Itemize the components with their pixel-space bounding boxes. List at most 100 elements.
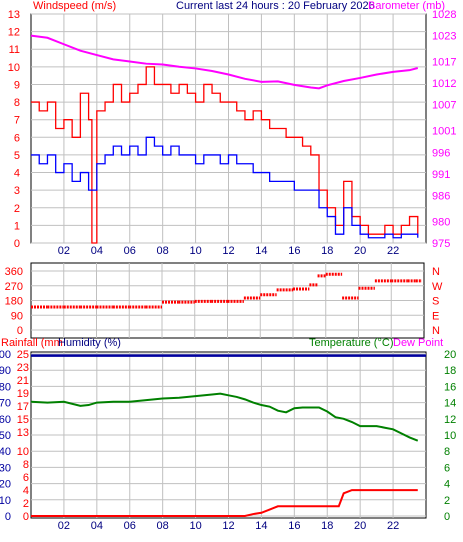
rain-x-tick-label: 16 (288, 520, 300, 532)
direction-degree-label: 360 (5, 266, 23, 278)
wind-left-tick-label: 7 (14, 115, 20, 127)
rain-x-tick-label: 12 (222, 520, 234, 532)
wind-series (30, 34, 419, 244)
wind-x-tick-label: 18 (321, 245, 333, 257)
direction-compass-label: W (432, 281, 443, 293)
temperature-tick-label: 10 (444, 430, 456, 442)
wind-x-tick-label: 20 (354, 245, 366, 257)
barometer-tick-label: 1001 (432, 126, 456, 138)
wind-x-tick-label: 06 (124, 245, 136, 257)
wind-x-axis-ticks: 02 04 06 08 10 12 14 16 18 20 22 (58, 245, 399, 257)
wind-x-tick-label: 08 (157, 245, 169, 257)
wind-left-tick-label: 11 (9, 44, 20, 56)
humidity-tick-label: 20 (0, 479, 11, 491)
rain-humidity-temp-panel: 0102030405060708090100 02468101315171921… (0, 349, 456, 532)
rain-x-tick-label: 20 (354, 520, 366, 532)
barometer-tick-label: 1007 (432, 100, 456, 112)
windspeed-title: Windspeed (m/s) (33, 0, 116, 12)
humidity-tick-label: 50 (0, 430, 11, 442)
rain-x-tick-label: 10 (189, 520, 201, 532)
rain-x-axis-ticks: 02 04 06 08 10 12 14 16 18 20 22 (58, 520, 399, 532)
barometer-tick-label: 996 (432, 147, 450, 159)
barometer-line (30, 34, 419, 90)
rain-panel-grid (31, 352, 426, 518)
direction-degree-ticks: 0 90 180 270 360 (5, 266, 23, 337)
humidity-tick-label: 100 (0, 349, 11, 361)
humidity-tick-label: 0 (5, 511, 11, 523)
temperature-tick-label: 0 (444, 511, 450, 523)
temperature-tick-label: 12 (444, 414, 456, 426)
rainfall-tick-label: 2 (23, 498, 29, 510)
rainfall-tick-label: 23 (17, 362, 29, 374)
wind-gust-line (31, 136, 419, 239)
temperature-tick-label: 4 (444, 479, 450, 491)
temperature-tick-label: 16 (444, 381, 456, 393)
wind-x-tick-label: 10 (189, 245, 201, 257)
direction-degree-label: 0 (17, 325, 23, 337)
barometer-tick-label: 991 (432, 169, 450, 181)
wind-left-tick-label: 5 (14, 150, 20, 162)
barometer-tick-label: 1012 (432, 78, 456, 90)
humidity-tick-label: 80 (0, 381, 11, 393)
rainfall-tick-label: 13 (17, 427, 29, 439)
wind-left-tick-label: 2 (14, 203, 20, 215)
humidity-axis-ticks: 0 10 20 30 40 50 60 70 80 90 100 (0, 349, 11, 523)
direction-compass-label: N (432, 266, 440, 278)
barometer-title: Barometer (mb) (368, 0, 445, 12)
direction-panel-grid (31, 263, 424, 338)
wind-x-tick-label: 02 (58, 245, 70, 257)
temperature-tick-label: 14 (444, 398, 456, 410)
wind-x-tick-label: 14 (255, 245, 267, 257)
barometer-tick-label: 986 (432, 190, 450, 202)
direction-degree-label: 180 (5, 296, 23, 308)
rainfall-tick-label: 21 (17, 375, 29, 387)
humidity-tick-label: 30 (0, 462, 11, 474)
rain-x-tick-label: 18 (321, 520, 333, 532)
rainfall-tick-label: 10 (17, 446, 29, 458)
humidity-tick-label: 90 (0, 365, 11, 377)
rain-series (30, 354, 426, 517)
direction-compass-label: E (432, 310, 439, 322)
wind-left-tick-label: 4 (14, 168, 20, 180)
rainfall-line (31, 489, 418, 517)
temperature-tick-label: 8 (444, 446, 450, 458)
wind-left-tick-label: 6 (14, 132, 20, 144)
humidity-title: Humidity (%) (58, 337, 121, 349)
rainfall-tick-label: 17 (17, 401, 29, 413)
humidity-tick-label: 60 (0, 414, 11, 426)
barometer-tick-label: 975 (432, 238, 450, 250)
barometer-tick-label: 1023 (432, 31, 456, 43)
barometer-tick-label: 1017 (432, 57, 456, 69)
wind-panel-grid (31, 13, 426, 244)
direction-degree-label: 90 (11, 310, 23, 322)
rainfall-tick-label: 6 (23, 472, 29, 484)
temperature-title: Temperature (°C) (309, 337, 393, 349)
wind-x-tick-label: 22 (387, 245, 399, 257)
rain-x-tick-label: 06 (124, 520, 136, 532)
direction-compass-label: N (432, 325, 440, 337)
barometer-right-axis-ticks: 975 980 986 991 996 1001 1007 1012 1017 1023 1028 (432, 9, 456, 250)
rain-x-tick-label: 14 (255, 520, 267, 532)
wind-left-tick-label: 12 (8, 27, 20, 39)
humidity-tick-label: 10 (0, 495, 11, 507)
rain-x-tick-label: 22 (387, 520, 399, 532)
wind-left-tick-label: 13 (8, 9, 20, 21)
rain-x-tick-label: 04 (91, 520, 103, 532)
temperature-axis-ticks: 0 2 4 6 8 10 12 14 16 18 20 (444, 349, 456, 523)
rain-x-tick-label: 02 (58, 520, 70, 532)
dewpoint-title: Dew Point (393, 337, 443, 349)
direction-compass-label: S (432, 296, 439, 308)
current-title: Current last 24 hours : 20 February 2026 (176, 0, 375, 12)
wind-x-tick-label: 16 (288, 245, 300, 257)
rainfall-tick-label: 19 (17, 388, 29, 400)
rainfall-tick-label: 4 (23, 485, 29, 497)
wind-left-tick-label: 9 (14, 79, 20, 91)
rainfall-tick-label: 25 (17, 349, 29, 361)
rainfall-tick-label: 0 (23, 511, 29, 523)
rainfall-title: Rainfall (mm (1, 337, 63, 349)
